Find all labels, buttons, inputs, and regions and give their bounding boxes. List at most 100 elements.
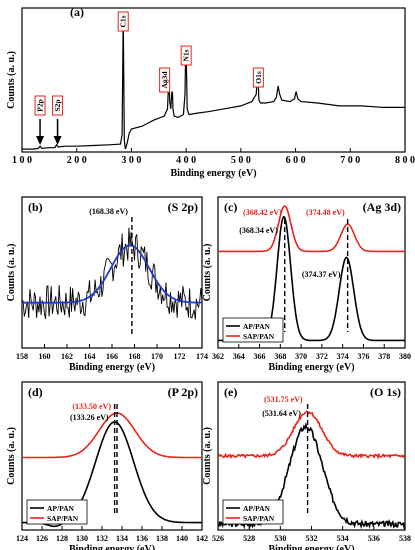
x-tick-label: 364 bbox=[233, 352, 245, 361]
peak-position-label: (168.38 eV) bbox=[89, 207, 128, 216]
x-tick-label: 142 bbox=[196, 534, 208, 543]
y-axis-label: Counts (a. u.) bbox=[6, 244, 17, 302]
x-axis-label: Binding energy (eV) bbox=[268, 544, 354, 550]
panel-label: (b) bbox=[28, 200, 43, 214]
x-tick-label: 174 bbox=[196, 352, 208, 361]
series-line-sap-pan bbox=[218, 205, 405, 253]
panel-title: (S 2p) bbox=[168, 200, 198, 214]
x-tick-label: 372 bbox=[316, 352, 328, 361]
peak-arrow-head bbox=[53, 136, 62, 145]
peak-position-label: (368.42 eV) bbox=[243, 208, 282, 217]
x-tick-label: 7 0 0 bbox=[340, 155, 360, 166]
x-axis-label: Binding energy (eV) bbox=[268, 362, 354, 373]
x-tick-label: 2 0 0 bbox=[67, 155, 87, 166]
peak-annotation-box bbox=[252, 67, 264, 88]
peak-position-label: (133.26 eV) bbox=[70, 413, 109, 422]
panel-b: 158 160 162 164 166 168 170 172 174 Binding energ… bbox=[6, 196, 208, 373]
x-tick-label: 368 bbox=[274, 352, 286, 361]
peak-annotation-box bbox=[180, 45, 192, 66]
x-tick-label: 124 bbox=[16, 534, 28, 543]
panel-title: (Ag 3d) bbox=[363, 200, 401, 214]
peak-annotation-label: S2p bbox=[53, 99, 62, 111]
x-tick-label: 166 bbox=[106, 352, 118, 361]
peak-annotation-label: P2p bbox=[36, 99, 45, 112]
x-tick-label: 132 bbox=[96, 534, 108, 543]
legend-box bbox=[222, 499, 284, 525]
x-tick-label: 1 0 0 bbox=[12, 155, 32, 166]
plot-area bbox=[22, 13, 405, 150]
plot-area bbox=[218, 410, 405, 530]
x-tick-label: 136 bbox=[136, 534, 148, 543]
legend-box bbox=[222, 317, 284, 343]
panel-d: 124 126 128 130 132 134 136 138 140 142 Binding en… bbox=[6, 381, 208, 550]
peak-position-label: (374.37 eV) bbox=[302, 270, 341, 279]
peak-position-label: (368.34 eV) bbox=[239, 226, 278, 235]
panel-label: (c) bbox=[224, 200, 237, 214]
panel-label: (a) bbox=[70, 5, 84, 19]
panel-c: 362 364 366 368 370 372 374 376 378 380 Binding en… bbox=[202, 196, 411, 373]
legend-label: AP/PAN bbox=[243, 504, 271, 513]
x-tick-label: 158 bbox=[16, 352, 28, 361]
peak-annotation-box bbox=[52, 95, 64, 116]
panel-b-frame bbox=[21, 196, 203, 349]
x-tick-label: 160 bbox=[39, 352, 51, 361]
x-tick-label: 126 bbox=[36, 534, 48, 543]
x-tick-label: 370 bbox=[295, 352, 307, 361]
x-tick-label: 8 0 0 bbox=[395, 155, 415, 166]
panel-a: 1 0 0 2 0 0 3 0 0 4 0 0 5 0 0 6 0 0 7 0 0 8 0 0… bbox=[6, 5, 415, 179]
x-tick-label: 530 bbox=[274, 534, 286, 543]
x-tick-label: 526 bbox=[212, 534, 224, 543]
peak-position-label: (133.50 eV) bbox=[72, 402, 111, 411]
peak-annotation-box bbox=[34, 95, 46, 116]
x-tick-label: 162 bbox=[61, 352, 73, 361]
x-axis-label: Binding energy (eV) bbox=[69, 362, 155, 373]
x-tick-label: 528 bbox=[243, 534, 255, 543]
legend-label: SAP/PAN bbox=[243, 514, 275, 523]
x-axis-label: Binding energy (eV) bbox=[69, 544, 155, 550]
panel-label: (e) bbox=[224, 385, 237, 399]
x-tick-label: 6 0 0 bbox=[286, 155, 306, 166]
y-axis-label: Counts (a. u.) bbox=[202, 244, 213, 302]
legend-box bbox=[26, 499, 88, 525]
x-tick-label: 536 bbox=[368, 534, 380, 543]
panel-a-frame bbox=[21, 7, 406, 153]
y-axis-label: Counts (a. u.) bbox=[6, 427, 17, 485]
y-axis-label: Counts (a. u.) bbox=[202, 427, 213, 485]
x-tick-label: 4 0 0 bbox=[176, 155, 196, 166]
x-tick-label: 532 bbox=[306, 534, 318, 543]
panel-e: 526 528 530 532 534 536 538 Binding energy (eV)… bbox=[202, 381, 411, 550]
legend-label: SAP/PAN bbox=[47, 514, 79, 523]
x-tick-label: 138 bbox=[156, 534, 168, 543]
x-tick-label: 134 bbox=[116, 534, 128, 543]
peak-annotation-label: C1s bbox=[119, 15, 128, 27]
x-tick-label: 5 0 0 bbox=[231, 155, 251, 166]
panel-title: (O 1s) bbox=[370, 385, 401, 399]
peak-annotation-box bbox=[159, 67, 171, 93]
x-tick-label: 130 bbox=[76, 534, 88, 543]
peak-position-label: (531.64 eV) bbox=[262, 409, 301, 418]
peak-annotation-label: N1s bbox=[182, 49, 191, 61]
series-line-sap-pan bbox=[22, 412, 202, 459]
peak-annotation-box bbox=[117, 11, 129, 32]
x-tick-label: 374 bbox=[337, 352, 349, 361]
survey-spectrum-line bbox=[22, 13, 405, 150]
panel-label: (d) bbox=[28, 385, 43, 399]
plot-area bbox=[22, 412, 202, 528]
peak-annotation-label: Ag3d bbox=[160, 71, 169, 89]
series-line-sap-pan bbox=[218, 410, 405, 460]
panel-d-frame bbox=[21, 381, 203, 531]
y-axis-label: Counts (a. u.) bbox=[6, 51, 17, 109]
legend-label: SAP/PAN bbox=[243, 332, 275, 341]
peak-position-label: (531.75 eV) bbox=[264, 395, 303, 404]
x-tick-label: 172 bbox=[174, 352, 186, 361]
x-tick-label: 128 bbox=[56, 534, 68, 543]
x-axis-label: Binding energy (eV) bbox=[170, 168, 256, 179]
legend-label: AP/PAN bbox=[47, 504, 75, 513]
plot-area bbox=[22, 227, 202, 320]
panel-c-frame bbox=[217, 196, 406, 349]
x-tick-label: 380 bbox=[399, 352, 411, 361]
series-line-ap-pan bbox=[22, 421, 202, 528]
peak-arrow-head bbox=[36, 136, 45, 145]
x-tick-label: 170 bbox=[151, 352, 163, 361]
